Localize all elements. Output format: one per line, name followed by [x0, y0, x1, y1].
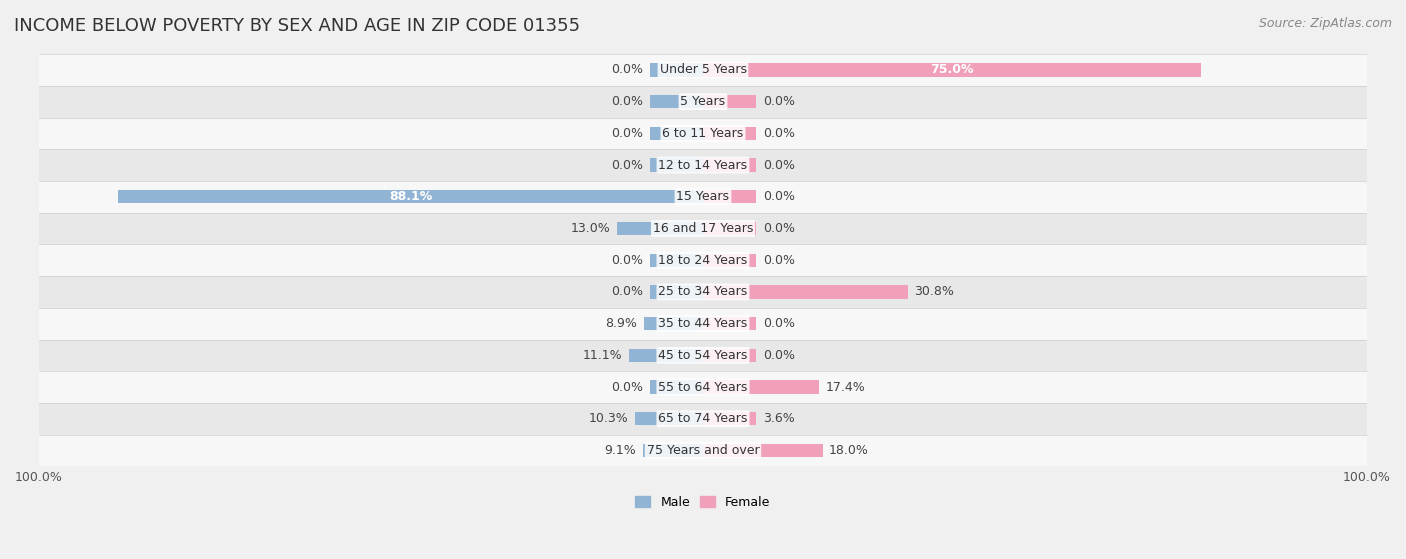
Text: 15 Years: 15 Years [676, 190, 730, 203]
Bar [39, 371, 1367, 403]
Bar [703, 190, 756, 203]
Legend: Male, Female: Male, Female [630, 491, 776, 514]
Bar [703, 158, 756, 172]
Text: 75.0%: 75.0% [931, 64, 974, 77]
Bar [39, 276, 1367, 308]
Text: 10.3%: 10.3% [588, 413, 628, 425]
Bar [650, 285, 703, 299]
Bar [39, 212, 1367, 244]
Text: 35 to 44 Years: 35 to 44 Years [658, 317, 748, 330]
Bar [650, 381, 703, 394]
Bar [634, 412, 703, 425]
Text: 16 and 17 Years: 16 and 17 Years [652, 222, 754, 235]
Bar [39, 339, 1367, 371]
Bar [650, 254, 703, 267]
Bar [703, 127, 756, 140]
Text: INCOME BELOW POVERTY BY SEX AND AGE IN ZIP CODE 01355: INCOME BELOW POVERTY BY SEX AND AGE IN Z… [14, 17, 581, 35]
Bar [39, 86, 1367, 117]
Text: 18.0%: 18.0% [830, 444, 869, 457]
Text: 9.1%: 9.1% [605, 444, 636, 457]
Bar [39, 403, 1367, 435]
Text: 0.0%: 0.0% [763, 159, 794, 172]
Text: 88.1%: 88.1% [389, 190, 432, 203]
Bar [39, 435, 1367, 466]
Bar [643, 444, 703, 457]
Text: 0.0%: 0.0% [612, 127, 643, 140]
Text: 0.0%: 0.0% [763, 95, 794, 108]
Text: 0.0%: 0.0% [612, 381, 643, 394]
Bar [650, 63, 703, 77]
Bar [703, 63, 1201, 77]
Bar [703, 412, 756, 425]
Text: Under 5 Years: Under 5 Years [659, 64, 747, 77]
Text: 0.0%: 0.0% [763, 190, 794, 203]
Text: 8.9%: 8.9% [606, 317, 637, 330]
Text: 13.0%: 13.0% [571, 222, 610, 235]
Bar [617, 222, 703, 235]
Bar [703, 285, 907, 299]
Bar [39, 308, 1367, 339]
Text: 30.8%: 30.8% [914, 286, 955, 299]
Bar [39, 244, 1367, 276]
Bar [630, 349, 703, 362]
Text: Source: ZipAtlas.com: Source: ZipAtlas.com [1258, 17, 1392, 30]
Text: 0.0%: 0.0% [612, 254, 643, 267]
Text: 65 to 74 Years: 65 to 74 Years [658, 413, 748, 425]
Text: 0.0%: 0.0% [612, 286, 643, 299]
Bar [703, 381, 818, 394]
Text: 12 to 14 Years: 12 to 14 Years [658, 159, 748, 172]
Bar [703, 444, 823, 457]
Text: 0.0%: 0.0% [612, 95, 643, 108]
Text: 75 Years and over: 75 Years and over [647, 444, 759, 457]
Text: 6 to 11 Years: 6 to 11 Years [662, 127, 744, 140]
Bar [650, 127, 703, 140]
Text: 25 to 34 Years: 25 to 34 Years [658, 286, 748, 299]
Text: 0.0%: 0.0% [612, 64, 643, 77]
Bar [650, 158, 703, 172]
Bar [39, 149, 1367, 181]
Text: 0.0%: 0.0% [763, 317, 794, 330]
Text: 0.0%: 0.0% [763, 127, 794, 140]
Bar [703, 254, 756, 267]
Text: 0.0%: 0.0% [612, 159, 643, 172]
Bar [703, 349, 756, 362]
Text: 3.6%: 3.6% [763, 413, 794, 425]
Bar [39, 181, 1367, 212]
Bar [118, 190, 703, 203]
Text: 0.0%: 0.0% [763, 254, 794, 267]
Bar [650, 95, 703, 108]
Bar [703, 222, 756, 235]
Bar [703, 95, 756, 108]
Bar [39, 117, 1367, 149]
Text: 17.4%: 17.4% [825, 381, 865, 394]
Text: 55 to 64 Years: 55 to 64 Years [658, 381, 748, 394]
Bar [39, 54, 1367, 86]
Text: 18 to 24 Years: 18 to 24 Years [658, 254, 748, 267]
Text: 5 Years: 5 Years [681, 95, 725, 108]
Text: 11.1%: 11.1% [583, 349, 623, 362]
Text: 0.0%: 0.0% [763, 349, 794, 362]
Bar [644, 317, 703, 330]
Bar [703, 317, 756, 330]
Text: 0.0%: 0.0% [763, 222, 794, 235]
Text: 45 to 54 Years: 45 to 54 Years [658, 349, 748, 362]
